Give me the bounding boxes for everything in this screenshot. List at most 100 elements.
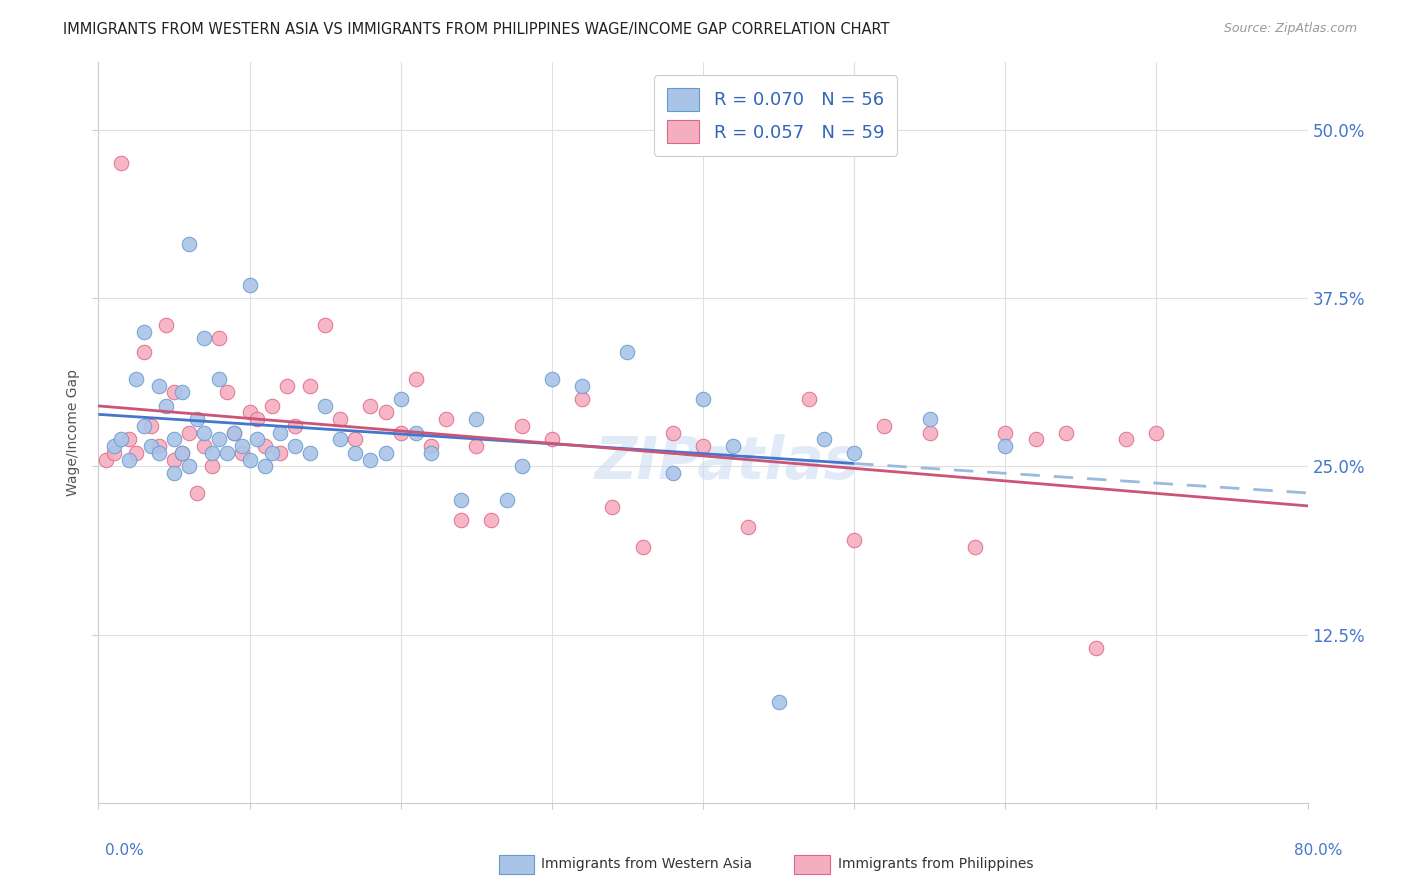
Point (314, 318, 336, 332)
Point (299, 378, 322, 392)
Point (141, 439, 163, 453)
Point (201, 459, 224, 474)
Point (110, 156, 132, 170)
Point (918, 412, 941, 426)
Point (163, 385, 186, 400)
Point (374, 405, 396, 419)
Point (132, 418, 155, 433)
Point (768, 695, 790, 709)
Point (797, 392, 820, 406)
Point (269, 446, 291, 460)
Point (193, 331, 215, 345)
Point (103, 446, 125, 460)
Point (148, 439, 170, 453)
Point (118, 433, 141, 447)
Point (179, 425, 201, 440)
Point (94, 452, 117, 467)
Point (132, 344, 155, 359)
Point (844, 533, 866, 548)
Point (231, 439, 253, 453)
Point (434, 412, 457, 426)
Point (246, 433, 269, 447)
Point (125, 446, 148, 460)
Point (1024, 433, 1046, 447)
Point (360, 452, 382, 467)
Point (269, 425, 291, 440)
Point (481, 513, 503, 527)
Point (125, 372, 148, 386)
Point (148, 446, 170, 460)
Point (193, 439, 215, 453)
Point (253, 439, 276, 453)
Point (170, 385, 193, 400)
Point (510, 459, 533, 474)
Point (994, 425, 1017, 440)
Point (420, 439, 443, 453)
Point (873, 418, 896, 433)
Point (284, 439, 307, 453)
Point (224, 425, 246, 440)
Text: Source: ZipAtlas.com: Source: ZipAtlas.com (1223, 22, 1357, 36)
Text: 0.0%: 0.0% (105, 843, 145, 858)
Point (1054, 425, 1077, 440)
Point (571, 392, 593, 406)
Point (692, 439, 714, 453)
Point (224, 425, 246, 440)
Point (602, 500, 624, 514)
Point (314, 399, 336, 413)
Point (540, 433, 562, 447)
Point (360, 399, 382, 413)
Text: Immigrants from Philippines: Immigrants from Philippines (838, 857, 1033, 871)
Point (284, 418, 307, 433)
Point (540, 372, 562, 386)
Point (215, 385, 238, 400)
Point (201, 446, 224, 460)
Point (246, 412, 269, 426)
Point (465, 412, 488, 426)
Point (208, 331, 231, 345)
Point (163, 433, 186, 447)
Point (170, 446, 193, 460)
Text: IMMIGRANTS FROM WESTERN ASIA VS IMMIGRANTS FROM PHILIPPINES WAGE/INCOME GAP CORR: IMMIGRANTS FROM WESTERN ASIA VS IMMIGRAN… (63, 22, 890, 37)
Point (844, 446, 866, 460)
Point (344, 433, 367, 447)
Point (141, 418, 163, 433)
Point (208, 433, 231, 447)
Point (155, 399, 177, 413)
Point (1115, 433, 1137, 447)
Point (813, 433, 835, 447)
Point (148, 378, 170, 392)
Point (193, 425, 215, 440)
Point (450, 513, 472, 527)
Point (405, 372, 427, 386)
Point (1085, 640, 1108, 655)
Point (994, 439, 1017, 453)
Point (262, 399, 284, 413)
Point (965, 540, 987, 554)
Point (737, 520, 759, 534)
Point (299, 446, 322, 460)
Point (103, 439, 125, 453)
Point (723, 439, 745, 453)
Point (405, 425, 427, 440)
Point (239, 452, 262, 467)
Legend: R = 0.070   N = 56, R = 0.057   N = 59: R = 0.070 N = 56, R = 0.057 N = 59 (654, 75, 897, 156)
Text: 80.0%: 80.0% (1295, 843, 1343, 858)
Point (262, 446, 284, 460)
Point (692, 392, 714, 406)
Point (110, 433, 132, 447)
Point (163, 452, 186, 467)
Point (253, 459, 276, 474)
Y-axis label: Wage/Income Gap: Wage/Income Gap (66, 369, 80, 496)
Point (155, 318, 177, 332)
Point (420, 446, 443, 460)
Point (495, 492, 517, 507)
Point (170, 446, 193, 460)
Point (344, 446, 367, 460)
Text: Immigrants from Western Asia: Immigrants from Western Asia (541, 857, 752, 871)
Point (329, 433, 352, 447)
Point (661, 425, 683, 440)
Point (918, 425, 941, 440)
Point (239, 405, 262, 419)
Point (118, 452, 141, 467)
